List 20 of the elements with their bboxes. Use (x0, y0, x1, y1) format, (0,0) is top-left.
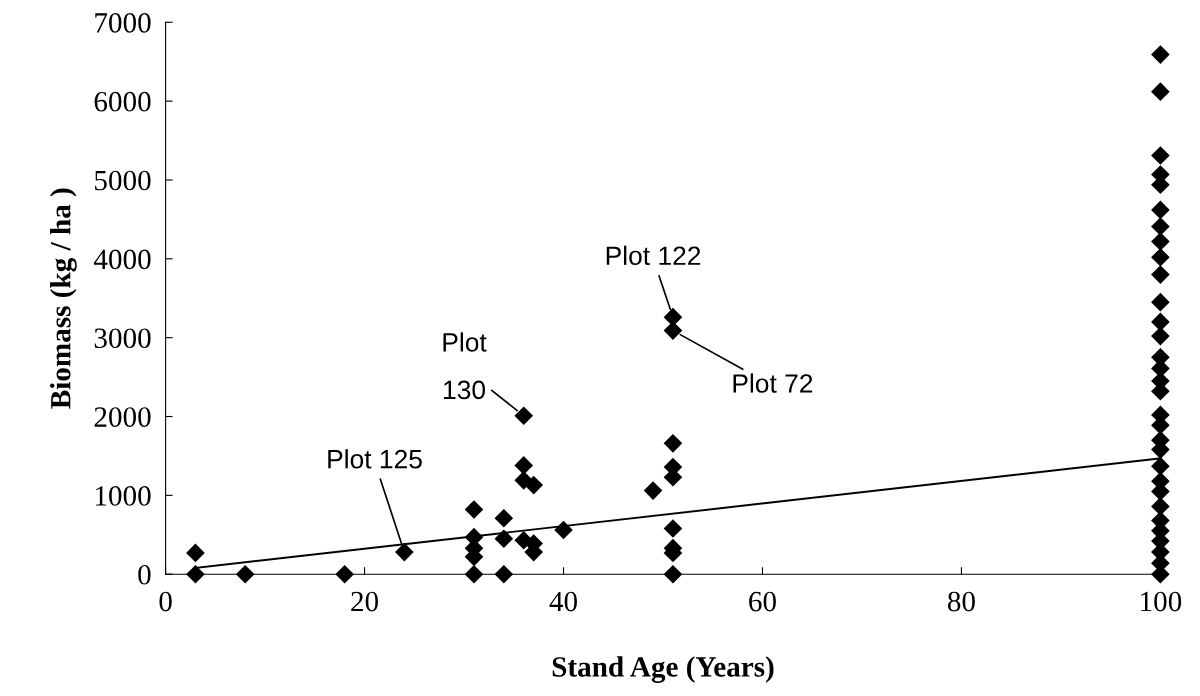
x-tick-label: 0 (159, 591, 172, 612)
x-tick-label: 40 (549, 591, 577, 612)
y-tick-label: 6000 (94, 91, 151, 112)
y-tick-label: 0 (138, 564, 151, 585)
y-tick-label: 3000 (94, 328, 151, 349)
y-tick-label: 2000 (94, 407, 151, 427)
annotation: Plot 72 (733, 373, 813, 393)
y-tick-label: 4000 (93, 249, 151, 270)
y-tick-label: 7000 (95, 13, 151, 33)
y-axis-title: Biomass (kg / ha ) (50, 188, 77, 409)
annotation: Plot 122 (606, 245, 701, 266)
x-axis-title: Stand Age (Years) (552, 656, 774, 683)
x-tick-label: 20 (351, 591, 379, 612)
y-tick-label: 5000 (95, 170, 151, 191)
x-tick-label: 80 (947, 591, 975, 612)
annotation: Plot 130 (443, 332, 487, 400)
annotation: Plot 125 (328, 449, 422, 469)
x-tick-label: 100 (1141, 591, 1182, 612)
x-tick-label: 60 (749, 591, 776, 612)
y-tick-label: 1000 (95, 486, 151, 506)
